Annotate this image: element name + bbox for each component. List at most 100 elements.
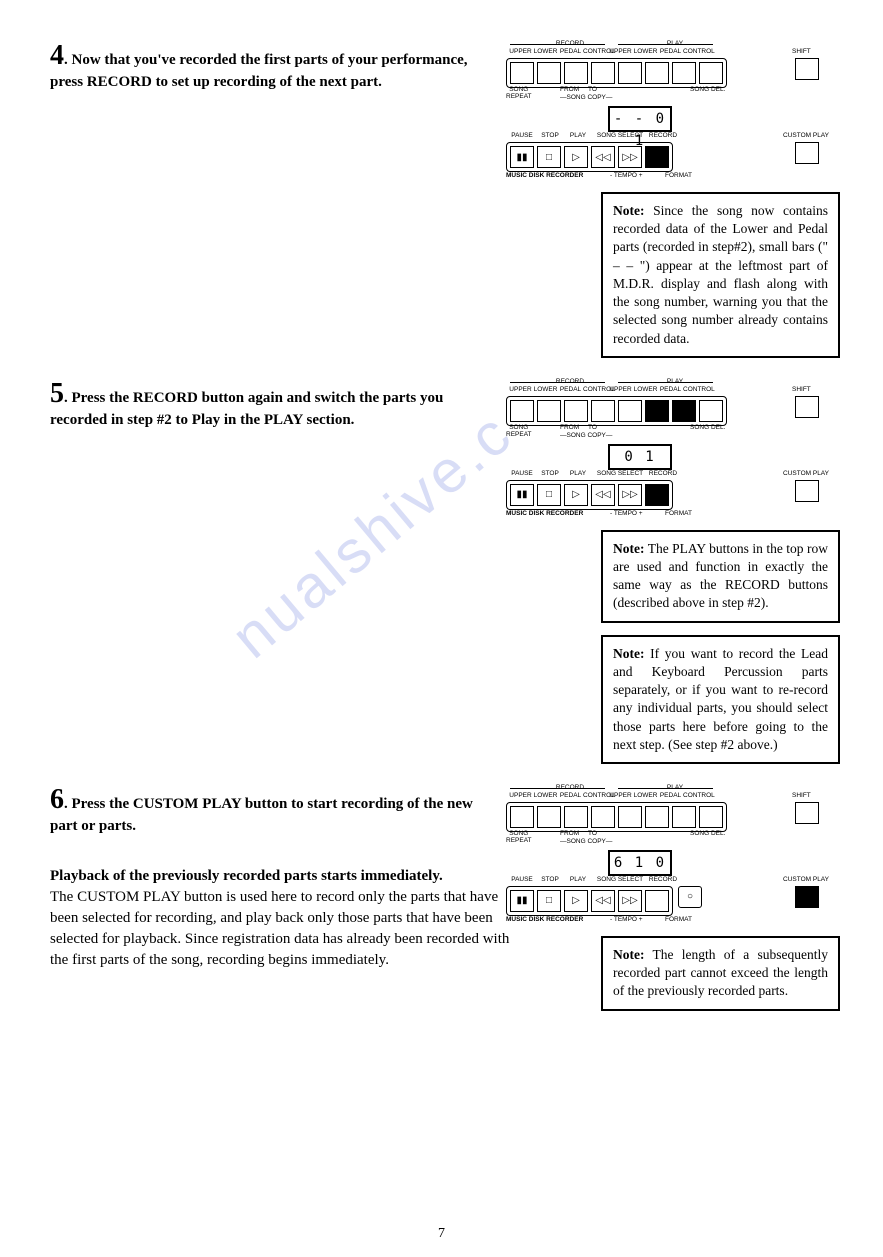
play-button: ▷ [564,146,588,168]
track-label: CONTROL [683,792,708,799]
step-number: 5 [50,378,64,409]
step-4: 4. Now that you've recorded the first pa… [50,40,853,358]
stop-button: □ [537,890,561,912]
page-number: 7 [0,1226,883,1242]
track-button-3 [591,806,615,828]
track-label: CONTROL [683,386,708,393]
track-label: CONTROL [683,48,708,55]
track-label: UPPER [608,792,633,799]
playback-title: Playback of the previously recorded part… [50,866,510,887]
track-button-6 [672,62,696,84]
track-button-0 [510,806,534,828]
track-button-3 [591,62,615,84]
note-box: Note: The length of a subsequently recor… [601,936,840,1011]
track-button-2 [564,62,588,84]
play-button: ▷ [564,890,588,912]
to-label: TO [588,86,597,93]
track-button-2 [564,806,588,828]
step-number: 6 [50,784,64,815]
format-label: FORMAT [665,916,692,923]
track-label: CONTROL [583,386,608,393]
custom-play-label: CUSTOM PLAY [783,132,829,139]
step-text: . Now that you've recorded the first par… [50,52,468,90]
mdr-panel: RECORD PLAY UPPERLOWERPEDALCONTROLUPPERL… [500,378,830,518]
transport-row: ▮▮ □ ▷ ◁◁ ▷▷ [506,142,673,172]
transport-row: ▮▮ □ ▷ ◁◁ ▷▷ [506,886,673,916]
tempo-label: - TEMPO + [610,172,643,179]
song-copy-label: —SONG COPY— [560,838,612,845]
track-label: LOWER [633,792,658,799]
format-label: FORMAT [665,172,692,179]
track-button-5 [645,400,669,422]
custom-play-label: CUSTOM PLAY [783,470,829,477]
track-label: UPPER [508,792,533,799]
track-button-2 [564,400,588,422]
mdr-label: MUSIC DISK RECORDER [506,172,583,179]
track-button-5 [645,62,669,84]
tempo-label: - TEMPO + [610,916,643,923]
song-del-label: SONG DEL. [690,86,725,93]
shift-button [795,58,819,80]
stop-button: □ [537,484,561,506]
track-button-7 [699,400,723,422]
mdr-label: MUSIC DISK RECORDER [506,916,583,923]
song-repeat-label: SONG REPEAT [506,830,532,844]
track-button-7 [699,806,723,828]
tempo-label: - TEMPO + [610,510,643,517]
track-label: LOWER [533,386,558,393]
track-label: PEDAL [658,386,683,393]
forward-button: ▷▷ [618,890,642,912]
track-button-0 [510,62,534,84]
custom-play-button [795,480,819,502]
song-copy-label: —SONG COPY— [560,432,612,439]
mdr-label: MUSIC DISK RECORDER [506,510,583,517]
track-label: PEDAL [658,48,683,55]
track-label: LOWER [633,386,658,393]
playback-body: The CUSTOM PLAY button is used here to r… [50,887,510,971]
custom-play-button [795,142,819,164]
rewind-button: ◁◁ [591,890,615,912]
track-button-0 [510,400,534,422]
pause-button: ▮▮ [510,146,534,168]
track-label: PEDAL [658,792,683,799]
track-label: UPPER [608,48,633,55]
track-label: CONTROL [583,792,608,799]
forward-button: ▷▷ [618,484,642,506]
track-label: LOWER [633,48,658,55]
shift-label: SHIFT [792,386,811,393]
shift-label: SHIFT [792,792,811,799]
to-label: TO [588,424,597,431]
track-label: LOWER [533,48,558,55]
transport-row: ▮▮ □ ▷ ◁◁ ▷▷ [506,480,673,510]
pause-button: ▮▮ [510,890,534,912]
track-label: PEDAL [558,386,583,393]
step-text: . Press the RECORD button again and swit… [50,390,443,428]
step-6: 6. Press the CUSTOM PLAY button to start… [50,784,853,1011]
extra-button: ○ [678,886,702,908]
song-del-label: SONG DEL. [690,830,725,837]
step-number: 4 [50,40,64,71]
track-label: UPPER [608,386,633,393]
segment-display: 6 1 0 [608,850,672,876]
custom-play-label: CUSTOM PLAY [783,876,829,883]
track-button-6 [672,400,696,422]
from-label: FROM [560,830,579,837]
track-label: UPPER [508,48,533,55]
segment-display: - - 0 1 [608,106,672,132]
song-del-label: SONG DEL. [690,424,725,431]
rewind-button: ◁◁ [591,146,615,168]
forward-button: ▷▷ [618,146,642,168]
shift-button [795,802,819,824]
record-button [645,890,669,912]
step-text: . Press the CUSTOM PLAY button to start … [50,796,473,834]
stop-button: □ [537,146,561,168]
to-label: TO [588,830,597,837]
track-button-5 [645,806,669,828]
from-label: FROM [560,424,579,431]
note-box: Note: The PLAY buttons in the top row ar… [601,530,840,623]
track-button-3 [591,400,615,422]
track-button-6 [672,806,696,828]
track-button-row [506,58,727,88]
track-button-row [506,396,727,426]
song-repeat-label: SONG REPEAT [506,86,532,100]
